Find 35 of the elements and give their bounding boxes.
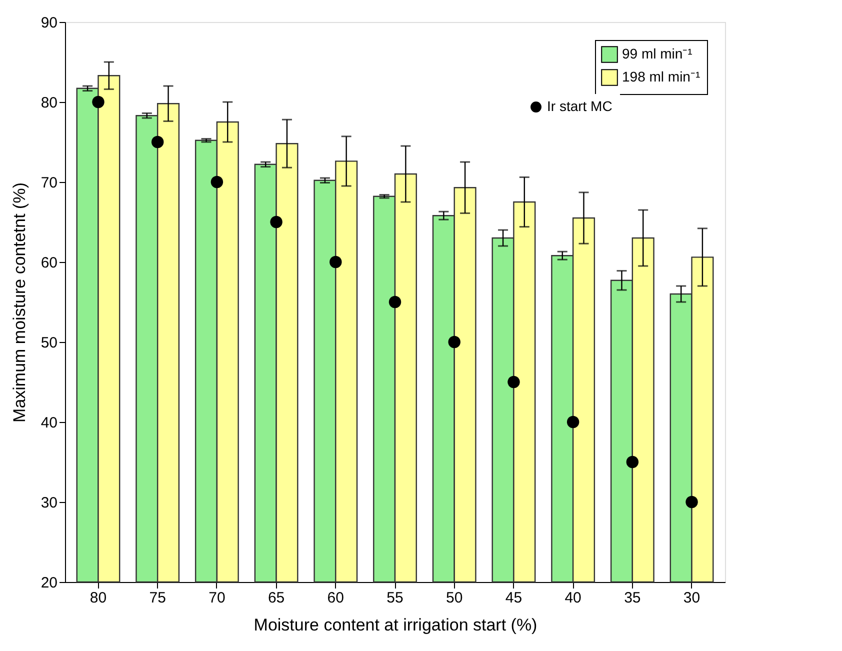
x-tick-label: 50 (446, 590, 463, 606)
point (151, 136, 164, 148)
x-tick-label: 30 (683, 590, 700, 606)
x-tick-label: 35 (624, 590, 641, 606)
point (626, 456, 639, 468)
x-tick-label: 70 (208, 590, 226, 606)
point (686, 496, 698, 508)
point (210, 176, 224, 188)
x-tick-label: 65 (268, 590, 285, 606)
x-tick-label: 45 (505, 590, 522, 606)
legend-label: 198 ml min⁻¹ (622, 68, 700, 84)
point (330, 256, 342, 268)
point (508, 376, 520, 388)
point (92, 96, 104, 108)
y-tick-label: 70 (40, 174, 58, 192)
x-tick-label: 55 (386, 590, 404, 606)
x-tick-label: 40 (564, 590, 582, 606)
point (270, 216, 282, 228)
y-tick-label: 90 (40, 14, 58, 32)
y-tick-label: 30 (40, 494, 58, 512)
y-tick-label: 80 (40, 94, 58, 112)
point (566, 416, 580, 428)
y-axis-title: Maximum moisture contetnt (%) (10, 182, 29, 422)
x-axis-title: Moisture content at irrigation start (%) (254, 616, 538, 634)
x-tick-label: 75 (149, 590, 166, 606)
y-tick-label: 20 (40, 574, 58, 592)
y-tick-label: 40 (40, 414, 58, 432)
point (448, 336, 460, 348)
point (388, 296, 402, 308)
legend-label: Ir start MC (547, 98, 612, 114)
y-tick-label: 60 (40, 254, 58, 272)
y-tick-label: 50 (40, 334, 58, 352)
legend-label: 99 ml min⁻¹ (622, 46, 693, 62)
x-tick-label: 60 (327, 590, 344, 606)
x-tick-label: 80 (90, 590, 107, 606)
